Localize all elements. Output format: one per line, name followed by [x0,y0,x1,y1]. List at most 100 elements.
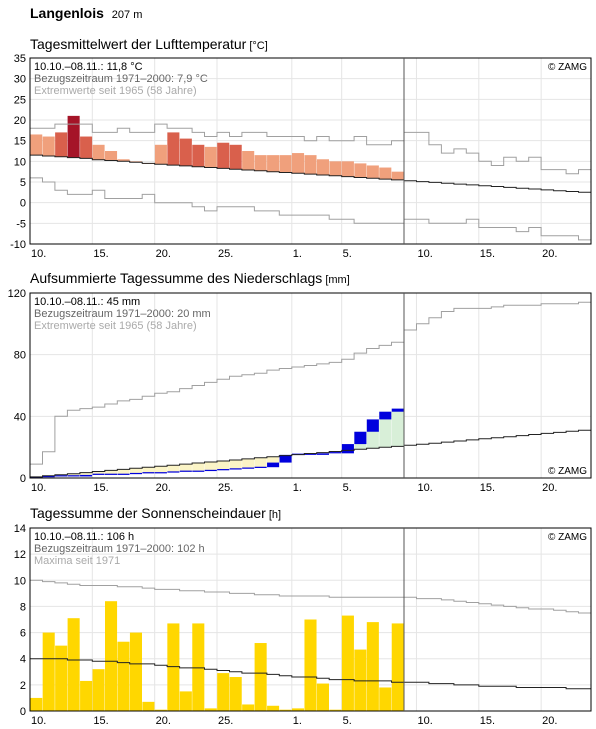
precip-daily-step [329,452,342,454]
precip-surplus-band [379,411,392,448]
y-tick-label: 80 [14,350,26,362]
y-tick-label: 2 [20,680,26,692]
precip-daily-step [117,473,130,475]
sunshine-bar [341,615,354,711]
temp-anomaly-bar [242,151,255,171]
sunshine-bar [117,641,130,711]
info-period: 10.10.–08.11.: 11,8 °C [34,61,143,73]
temp-anomaly-bar [379,167,392,180]
y-tick-label: 10 [14,575,26,587]
temp-anomaly-bar [316,159,329,175]
temp-anomaly-bar [279,155,292,173]
temp-anomaly-bar [304,155,317,175]
info-extremes: Extremwerte seit 1965 (58 Jahre) [34,320,197,332]
temp-extreme-max-line [30,123,591,175]
info-reference: Bezugszeitraum 1971–2000: 20 mm [34,308,211,320]
x-tick-label: 10. [417,715,432,727]
temp-anomaly-bar [105,151,118,161]
sunshine-bar [279,709,292,711]
y-tick-label: 0 [20,473,26,485]
x-tick-label: 10. [31,482,46,494]
x-tick-label: 25. [218,482,233,494]
info-extremes: Maxima seit 1971 [34,555,120,567]
x-tick-label: 1. [293,715,302,727]
station-header: Langenlois 207 m [30,5,142,21]
sunshine-bar [354,649,367,711]
x-tick-label: 10. [417,482,432,494]
precip-daily-step [167,471,180,473]
x-tick-label: 5. [343,715,352,727]
sunshine-bar [142,701,155,711]
x-tick-label: 5. [343,248,352,260]
precip-deficit-band [179,464,192,472]
x-tick-label: 5. [343,482,352,494]
precip-deficit-band [154,466,167,473]
sunshine-bar [30,697,43,711]
temp-anomaly-bar [341,161,354,177]
precip-daily-step [192,470,205,472]
sunshine-chart: 14 12 10 8 6 4 2 0 10. 15. 20. 25. 1. 5. 10. 15. 20. 10.1… [14,523,592,727]
sunshine-bar [329,709,342,711]
temp-anomaly-bar [42,136,55,156]
precip-deficit-band [229,459,242,469]
sunshine-bar [192,623,205,711]
precip-deficit-band [129,468,142,474]
precip-daily-step [304,453,317,455]
precip-deficit-band [242,458,255,468]
precipitation-chart-title: Aufsummierte Tagessumme des Niederschlag… [30,270,350,286]
precip-daily-step [92,473,105,475]
y-tick-label: -5 [16,218,26,230]
copyright-label: © ZAMG [548,466,587,477]
temp-anomaly-bar [92,144,105,160]
precip-daily-step [229,468,242,470]
sunshine-bar [379,687,392,711]
precip-deficit-band [167,465,180,472]
precip-daily-step [267,462,280,468]
copyright-label: © ZAMG [548,532,587,543]
precipitation-unit: [mm] [325,274,350,286]
temp-anomaly-bar [55,132,68,157]
temp-anomaly-bar [391,171,404,180]
temp-anomaly-bar [267,155,280,172]
sunshine-bar [105,601,118,711]
precip-deficit-band [254,457,267,468]
sunshine-chart-title: Tagessumme der Sonnenscheindauer [h] [30,505,281,521]
sunshine-bar [229,677,242,711]
precip-normal-line [30,429,591,478]
info-reference: Bezugszeitraum 1971–2000: 102 h [34,543,205,555]
sunshine-bar [366,622,379,711]
sunshine-bar [179,691,192,711]
sunshine-bar [55,645,68,711]
precip-deficit-band [80,472,93,475]
temp-anomaly-bar [366,165,379,179]
temp-anomaly-bar [254,155,267,171]
sunshine-bar [391,623,404,711]
precip-daily-step [279,454,292,463]
temp-anomaly-bar [117,159,130,162]
sunshine-maxima-line [30,579,591,614]
sunshine-bar [267,705,280,711]
precipitation-title-text: Aufsummierte Tagessumme des Niederschlag… [30,270,323,286]
sunshine-bar [217,673,230,711]
y-tick-label: 4 [20,654,26,666]
x-tick-label: 20. [542,715,557,727]
y-tick-label: 0 [20,198,26,210]
temp-anomaly-bar [167,132,180,166]
sunshine-title-text: Tagessumme der Sonnenscheindauer [30,505,266,521]
x-tick-label: 25. [218,248,233,260]
precip-daily-step [42,475,55,478]
precip-extreme-max-line [30,301,591,465]
x-tick-label: 10. [31,715,46,727]
info-period: 10.10.–08.11.: 45 mm [34,296,140,308]
x-tick-label: 15. [480,715,495,727]
precip-deficit-band [204,461,217,471]
precip-daily-step [179,470,192,472]
x-tick-label: 15. [93,248,108,260]
temp-anomaly-bar [80,136,93,159]
temp-extreme-min-line [30,177,591,241]
precip-daily-step [204,469,217,472]
sunshine-normal-line [30,658,591,690]
x-tick-label: 25. [218,715,233,727]
sunshine-bar [292,708,305,711]
plot-frame [29,292,592,479]
